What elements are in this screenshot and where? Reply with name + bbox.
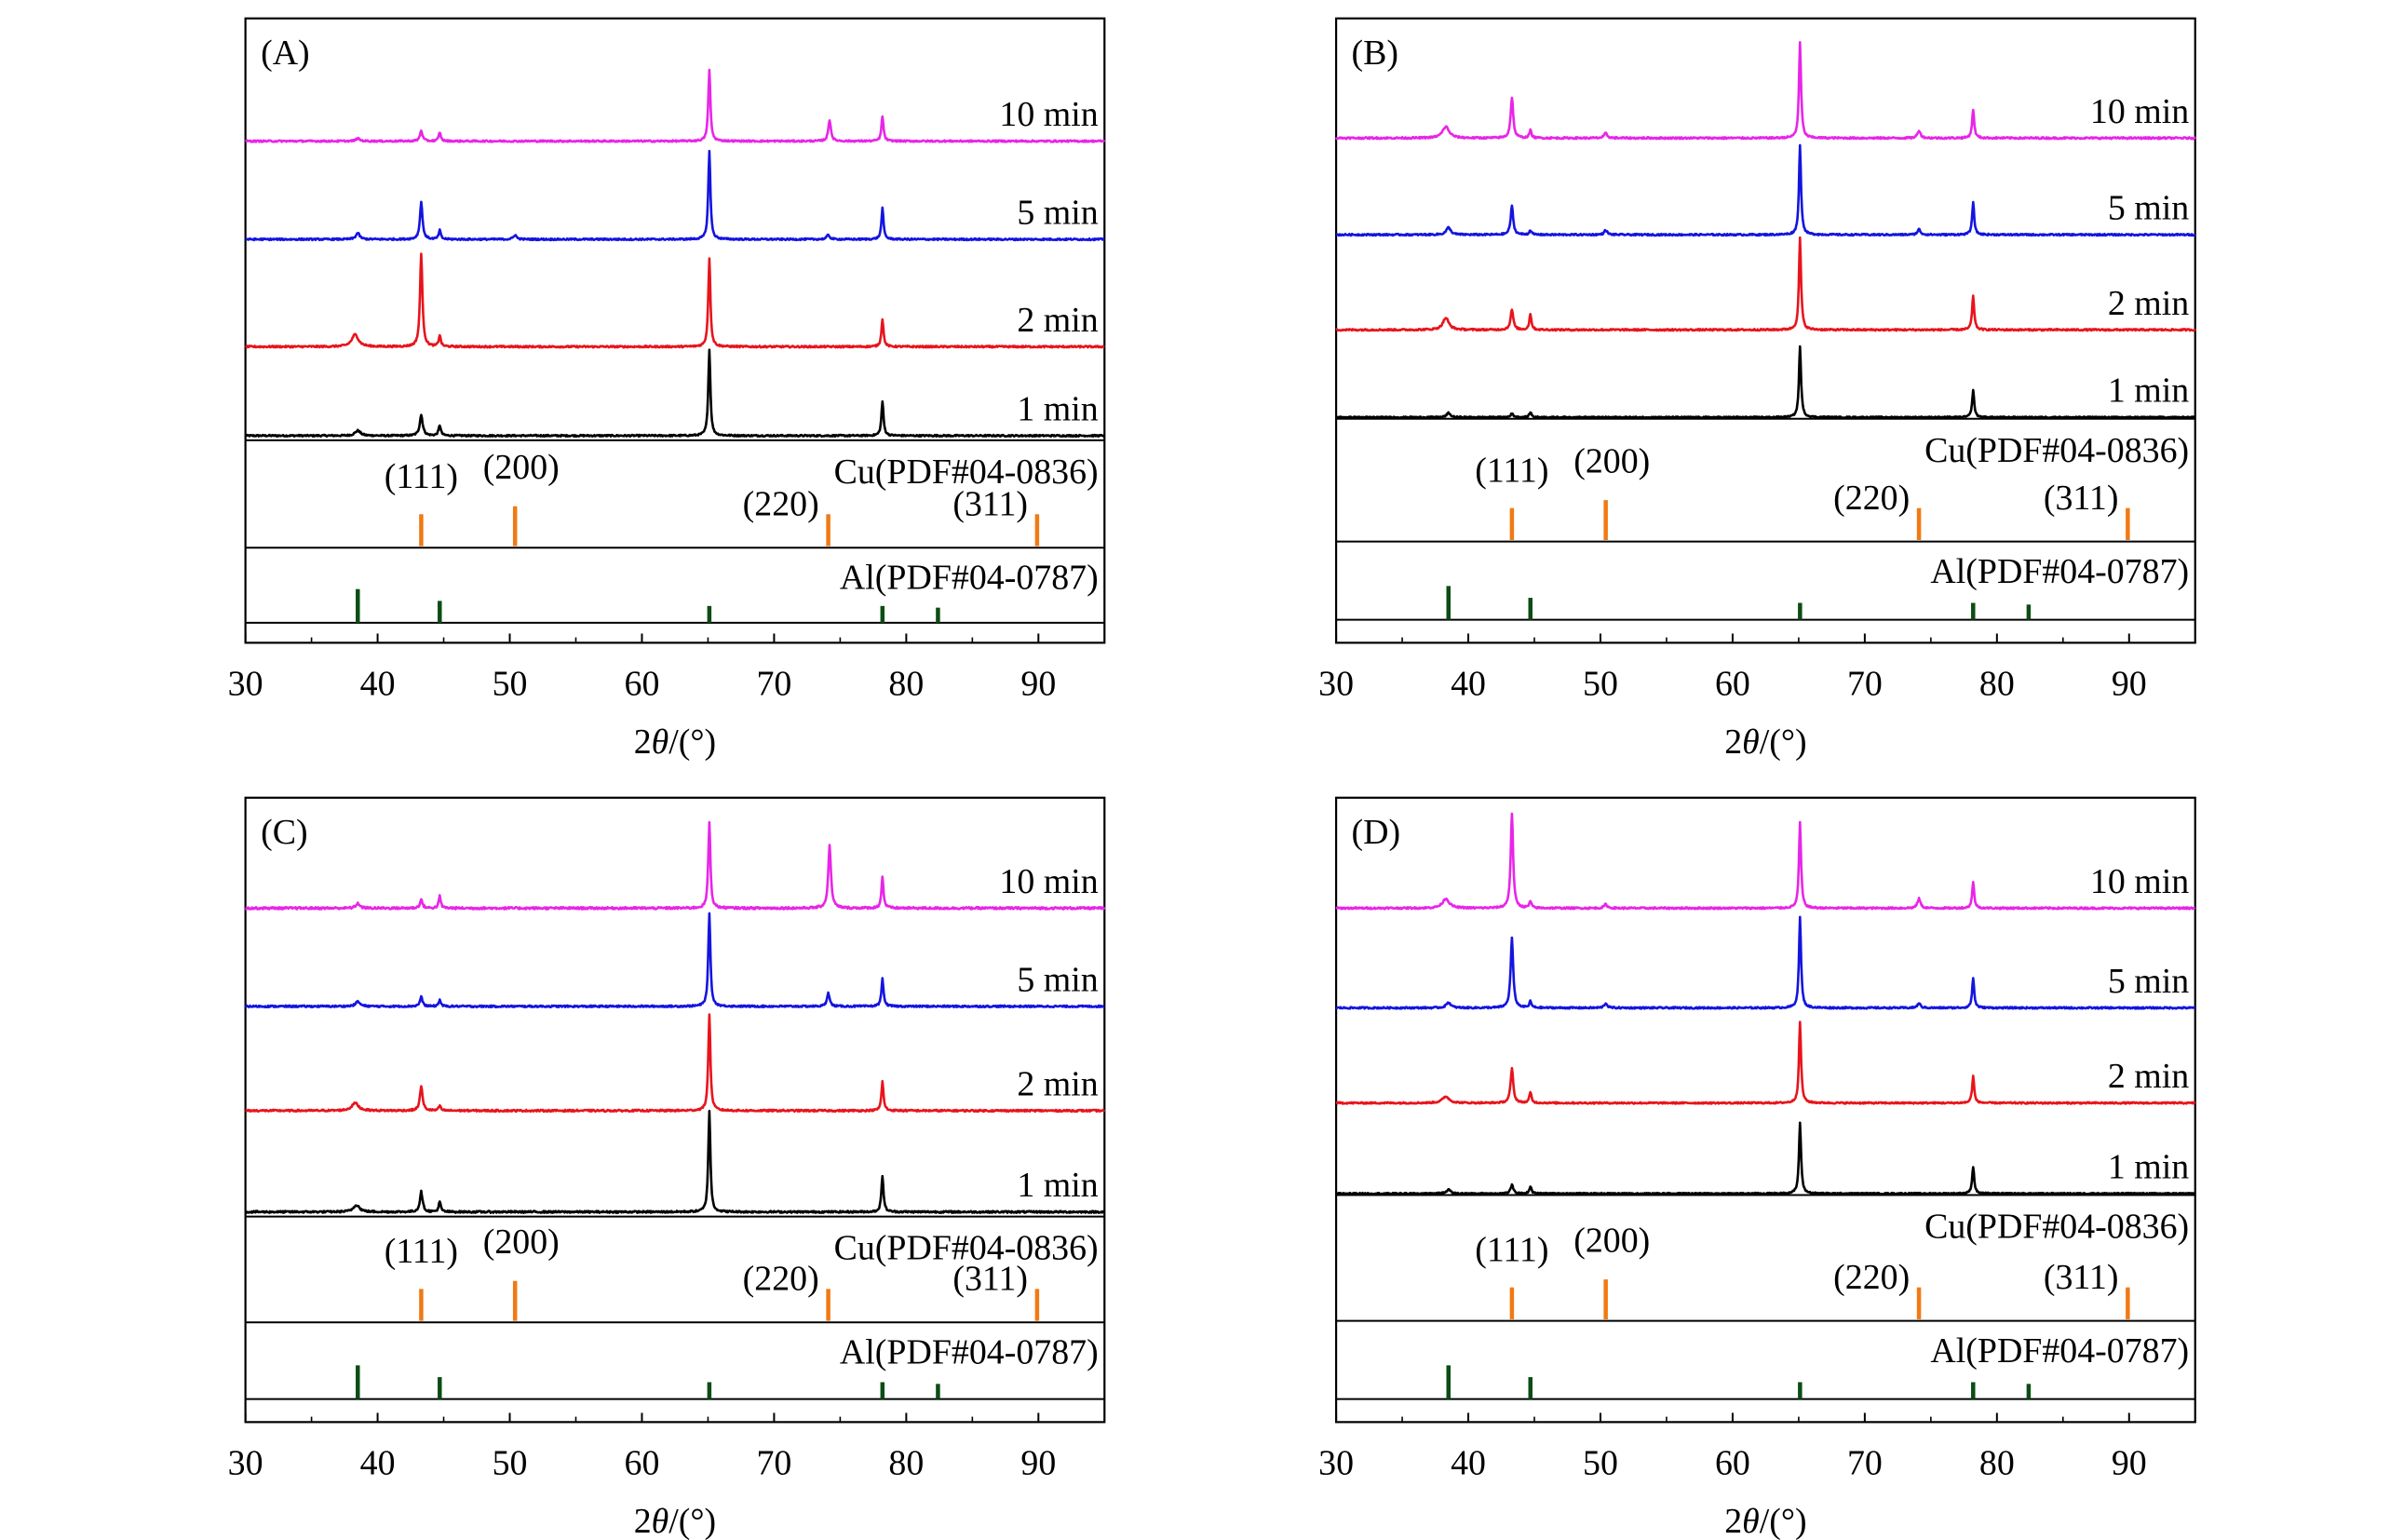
x-axis-label: 2θ/(°): [634, 1502, 716, 1540]
x-tick-label: 40: [360, 1443, 396, 1482]
series-label: 10 min: [2090, 92, 2189, 131]
hkl-label: (311): [952, 485, 1028, 524]
series-label: 2 min: [2108, 1057, 2189, 1096]
series-line-5-min: [245, 149, 1105, 242]
series-label: 10 min: [999, 95, 1098, 134]
al-reference-label: Al(PDF#04-0787): [840, 559, 1099, 598]
series-label: 5 min: [1017, 194, 1098, 233]
series-label: 10 min: [999, 862, 1098, 901]
series-label: 1 min: [1017, 389, 1098, 428]
x-tick-label: 50: [1583, 1443, 1618, 1482]
hkl-label: (200): [1573, 1221, 1650, 1260]
x-tick-label: 40: [1451, 1443, 1486, 1482]
series-label: 2 min: [1017, 1064, 1098, 1103]
x-tick-label: 60: [1715, 664, 1750, 703]
series-line-1-min: [244, 348, 1106, 438]
series-line-2-min: [1335, 1020, 2196, 1105]
x-tick-label: 70: [756, 1443, 791, 1482]
x-tick-label: 80: [888, 1443, 924, 1482]
series-line-5-min: [1335, 915, 2196, 1010]
hkl-label: (200): [483, 448, 560, 487]
x-tick-label: 80: [1979, 1443, 2015, 1482]
cu-reference-label: Cu(PDF#04-0836): [1924, 431, 2189, 470]
x-tick-label: 90: [2112, 664, 2147, 703]
series-label: 1 min: [2108, 1147, 2189, 1186]
series-label: 2 min: [2108, 284, 2189, 323]
x-tick-label: 80: [888, 664, 924, 703]
panel-label: (D): [1352, 813, 1401, 852]
x-tick-label: 30: [1318, 664, 1354, 703]
x-tick-label: 30: [228, 1443, 263, 1482]
al-reference-label: Al(PDF#04-0787): [840, 1333, 1099, 1372]
hkl-label: (111): [385, 457, 458, 496]
series-label: 5 min: [2108, 962, 2189, 1001]
cu-reference-label: Cu(PDF#04-0836): [834, 453, 1099, 492]
x-tick-label: 80: [1979, 664, 2015, 703]
hkl-label: (220): [743, 1260, 819, 1299]
series-label: 1 min: [1017, 1166, 1098, 1205]
x-tick-label: 50: [493, 664, 528, 703]
xrd-panel-c: 30 40 50 60 70 80 90 2θ/(°) (C) 1 min 2 min 5 min 10…: [228, 796, 1106, 1540]
al-reference-label: Al(PDF#04-0787): [1930, 1331, 2189, 1371]
x-tick-label: 30: [228, 664, 263, 703]
x-tick-label: 50: [1583, 664, 1618, 703]
x-tick-label: 30: [1318, 1443, 1354, 1482]
series-line-1-min: [245, 1109, 1105, 1214]
x-tick-label: 90: [1020, 1443, 1056, 1482]
x-tick-label: 40: [360, 664, 396, 703]
series-line-1-min: [1335, 1121, 2196, 1196]
x-tick-label: 60: [625, 664, 660, 703]
series-line-5-min: [1335, 143, 2196, 237]
hkl-label: (111): [1475, 451, 1548, 490]
x-tick-label: 60: [625, 1443, 660, 1482]
series-line-2-min: [245, 1013, 1106, 1114]
plot-frame: [244, 17, 1106, 644]
x-tick-label: 70: [1847, 1443, 1883, 1482]
series-label: 2 min: [1017, 301, 1098, 340]
series-label: 1 min: [2108, 371, 2189, 411]
x-tick-label: 90: [2112, 1443, 2147, 1482]
x-axis-label: 2θ/(°): [1724, 723, 1806, 762]
series-label: 5 min: [2108, 189, 2189, 228]
x-tick-label: 40: [1451, 664, 1486, 703]
hkl-label: (220): [1833, 1258, 1910, 1297]
x-tick-label: 50: [493, 1443, 528, 1482]
series-line-2-min: [1335, 236, 2196, 332]
hkl-label: (200): [1573, 441, 1650, 480]
x-tick-label: 70: [1847, 664, 1883, 703]
series-label: 5 min: [1017, 960, 1098, 999]
cu-reference-label: Cu(PDF#04-0836): [1924, 1208, 2189, 1247]
hkl-label: (111): [1475, 1230, 1548, 1269]
series-line-10-min: [1334, 41, 2196, 141]
series-line-1-min: [1335, 344, 2196, 420]
x-axis-label: 2θ/(°): [1724, 1502, 1806, 1540]
hkl-label: (220): [743, 485, 819, 524]
x-tick-label: 70: [756, 664, 791, 703]
series-line-5-min: [244, 912, 1105, 1008]
x-tick-label: 60: [1715, 1443, 1750, 1482]
hkl-label: (220): [1833, 479, 1910, 518]
panel-label: (B): [1352, 34, 1399, 73]
x-tick-label: 90: [1020, 664, 1056, 703]
series-line-10-min: [244, 820, 1106, 911]
al-reference-label: Al(PDF#04-0787): [1930, 552, 2189, 591]
x-axis-label: 2θ/(°): [634, 723, 716, 762]
hkl-label: (311): [2044, 1258, 2119, 1297]
xrd-panel-a: 30 40 50 60 70 80 90 2θ/(°) (A) 1 min 2 min 5 min 10…: [228, 17, 1106, 762]
panel-label: (A): [261, 34, 310, 73]
xrd-panel-d: 30 40 50 60 70 80 90 2θ/(°) (D) 1 min 2 min 5 min 10…: [1318, 796, 2196, 1540]
series-label: 10 min: [2090, 862, 2189, 901]
hkl-label: (311): [2044, 479, 2119, 518]
cu-reference-label: Cu(PDF#04-0836): [834, 1229, 1099, 1268]
hkl-label: (311): [952, 1260, 1028, 1299]
hkl-label: (200): [483, 1223, 560, 1262]
plot-frame: [1334, 796, 2196, 1424]
panel-label: (C): [261, 813, 308, 852]
series-line-2-min: [245, 252, 1105, 349]
xrd-panel-b: 30 40 50 60 70 80 90 2θ/(°) (B) 1 min 2 min 5 min 10…: [1318, 17, 2196, 762]
series-line-10-min: [244, 68, 1106, 143]
series-line-10-min: [1335, 812, 2196, 911]
hkl-label: (111): [385, 1232, 458, 1271]
